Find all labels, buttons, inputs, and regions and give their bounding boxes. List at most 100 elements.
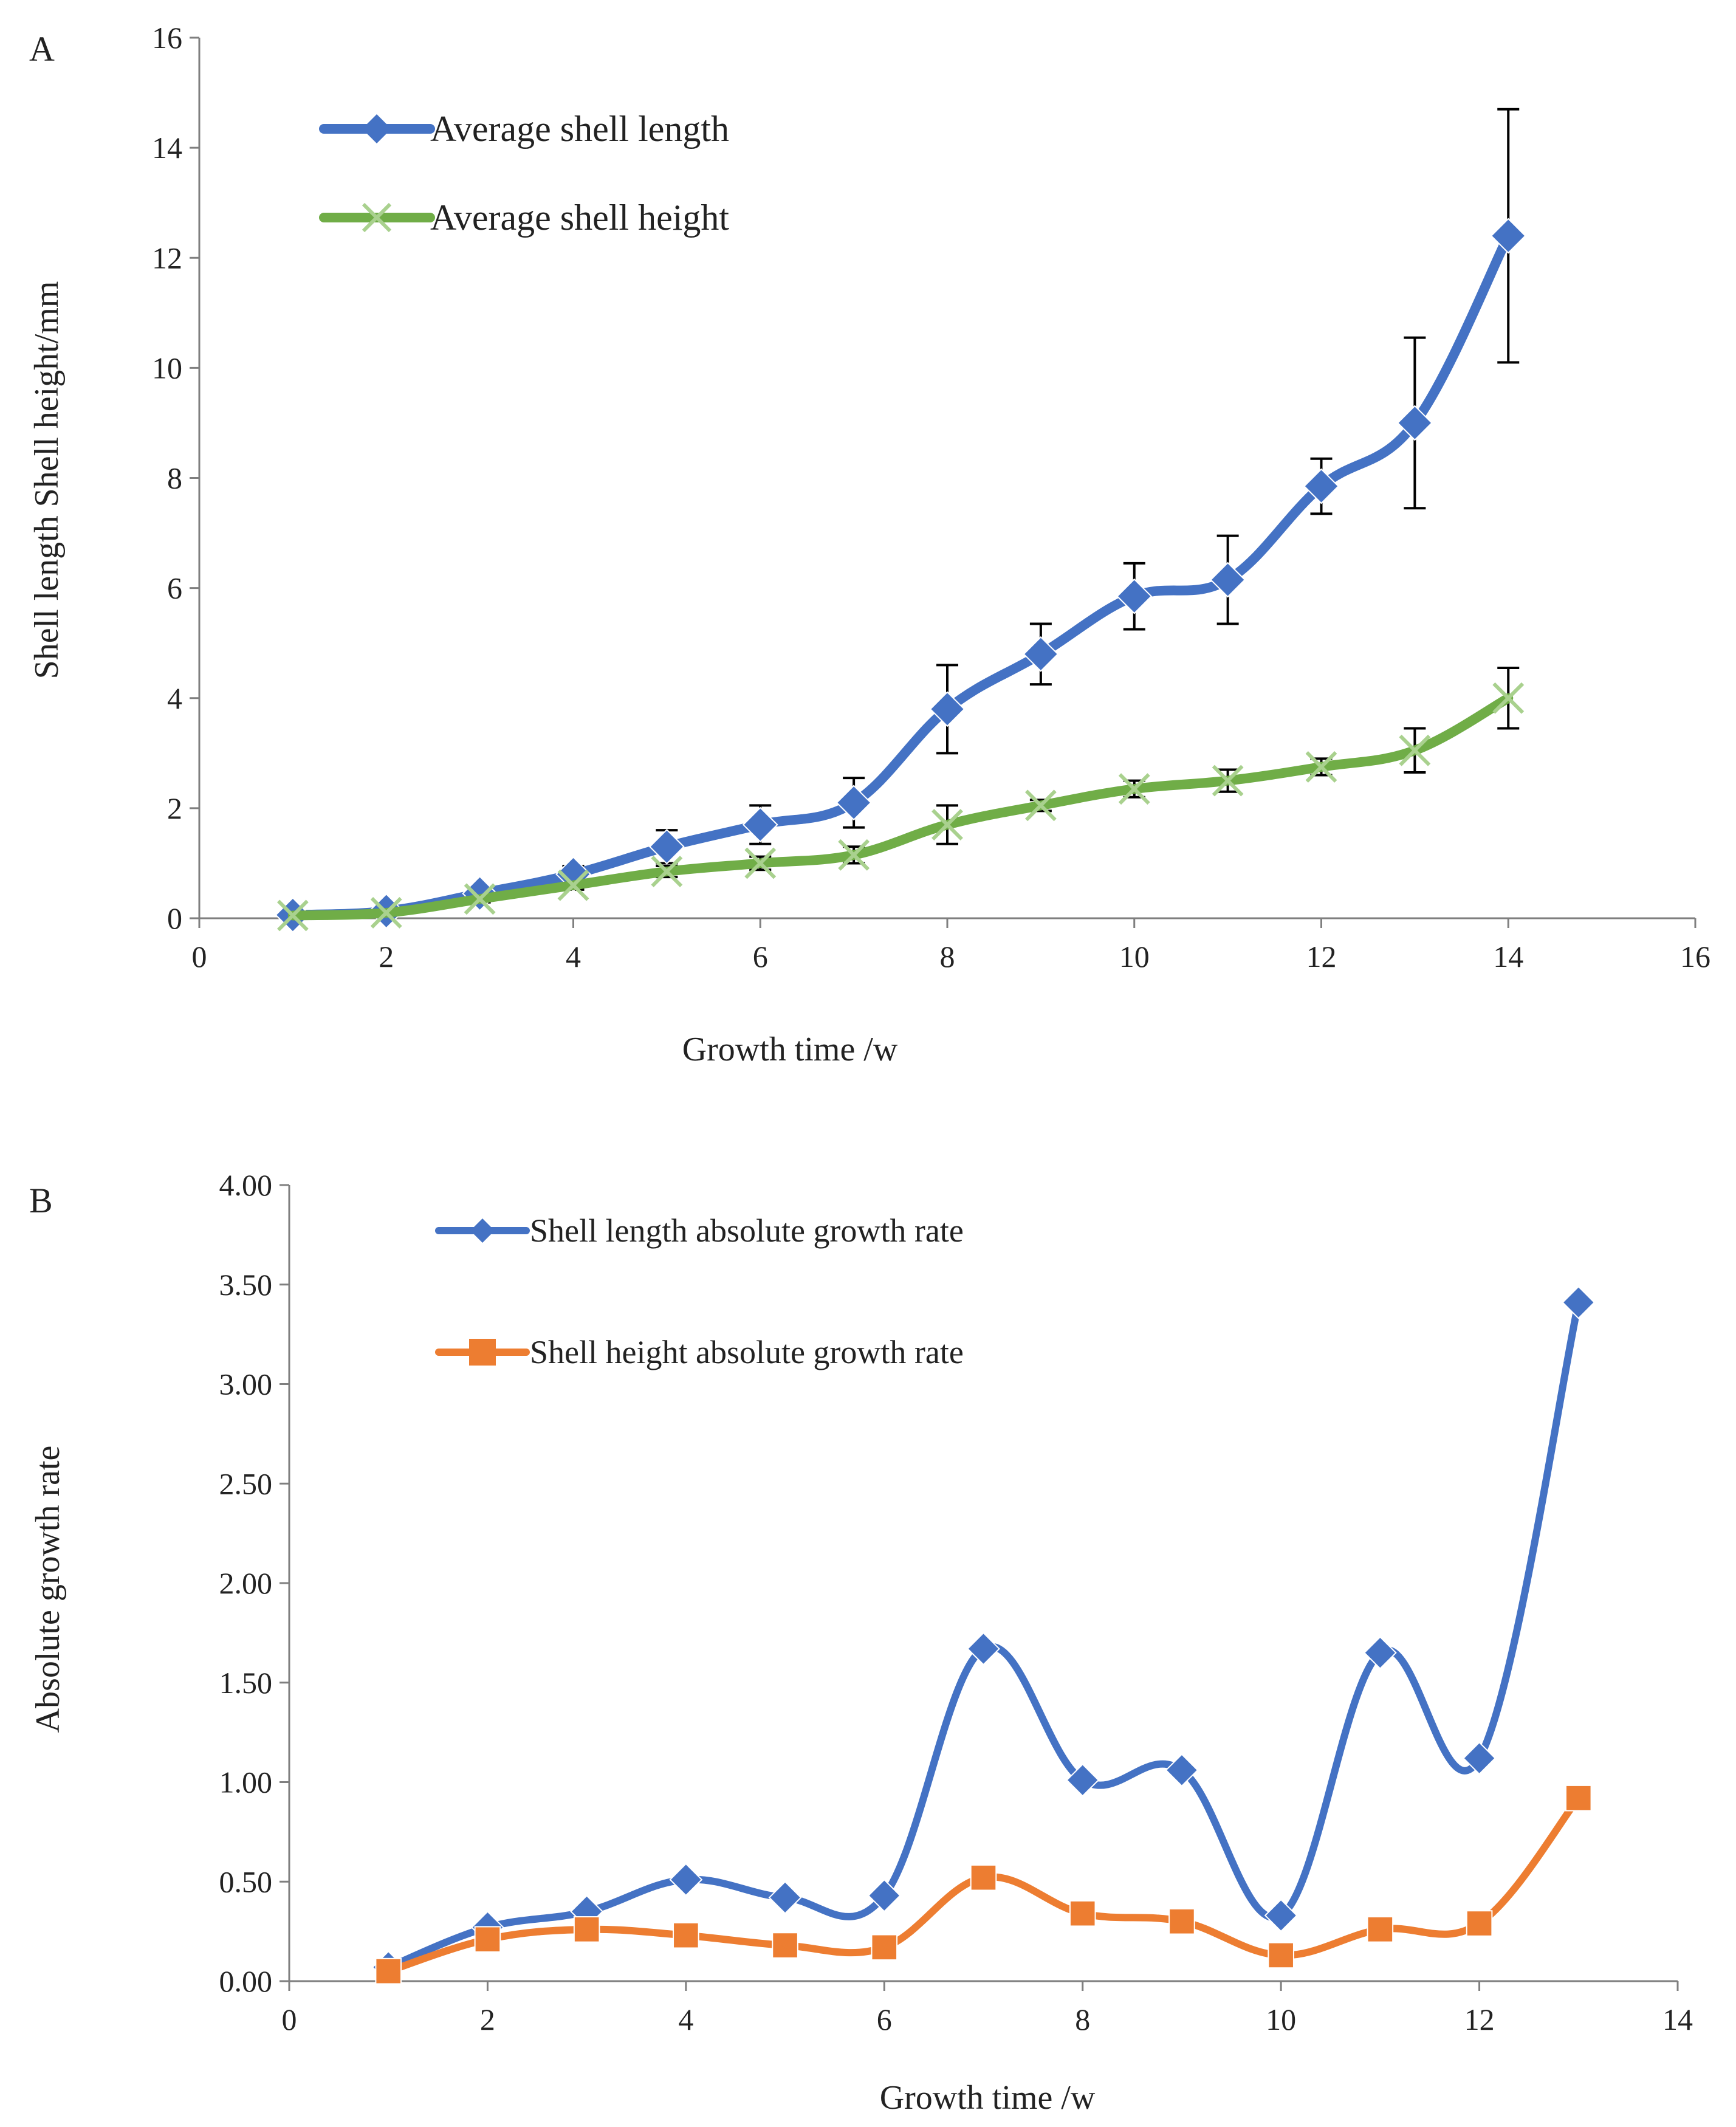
legend-x-marker-icon bbox=[362, 202, 392, 233]
x-tick-label: 4 bbox=[566, 940, 581, 974]
data-point-shell-length-absolute-growth-rate bbox=[1363, 1636, 1397, 1670]
x-tick-label: 8 bbox=[940, 940, 955, 974]
data-point-average-shell-height bbox=[931, 809, 963, 840]
data-point-shell-length-absolute-growth-rate bbox=[768, 1881, 802, 1914]
y-tick-label: 12 bbox=[152, 241, 182, 275]
data-point-average-shell-height bbox=[370, 897, 402, 929]
y-tick-label: 8 bbox=[167, 461, 182, 495]
data-point-shell-length-absolute-growth-rate bbox=[1264, 1898, 1298, 1933]
legend-label-shell-height: Average shell height bbox=[430, 198, 729, 238]
panel-a-y-axis-title: Shell length Shell height/mm bbox=[28, 281, 66, 679]
y-tick-label: 4.00 bbox=[219, 1168, 273, 1202]
data-point-average-shell-height bbox=[651, 856, 683, 887]
data-point-average-shell-height bbox=[276, 899, 309, 932]
data-point-shell-length-absolute-growth-rate bbox=[967, 1632, 1000, 1666]
series-line-shell-length-absolute-growth-rate bbox=[385, 1299, 1582, 1971]
data-point-average-shell-length bbox=[929, 691, 966, 727]
panel-b-y-ticks: 0.00 0.50 1.00 1.50 2.00 2.50 3.00 3.50 4.00 bbox=[219, 1168, 289, 1998]
legend-label-height-rate: Shell height absolute growth rate bbox=[530, 1334, 964, 1370]
x-tick-label: 0 bbox=[282, 2002, 297, 2036]
legend-item-shell-length-rate: Shell length absolute growth rate bbox=[435, 1212, 964, 1249]
data-point-average-shell-height bbox=[1118, 773, 1150, 805]
data-point-average-shell-height bbox=[557, 869, 589, 901]
x-tick-label: 6 bbox=[753, 940, 768, 974]
y-tick-label: 2.50 bbox=[219, 1466, 273, 1500]
panel-a-y-ticks: 0 2 4 6 8 10 12 14 16 bbox=[152, 21, 199, 935]
data-point-shell-length-absolute-growth-rate bbox=[1463, 1741, 1496, 1775]
panel-b-label: B bbox=[29, 1181, 53, 1220]
legend-item-average-shell-length: Average shell length bbox=[319, 109, 729, 149]
panel-b-x-axis-title: Growth time /w bbox=[880, 2079, 1096, 2117]
panel-a-label: A bbox=[29, 29, 55, 69]
data-point-average-shell-length bbox=[1210, 562, 1246, 598]
series-line-average-shell-height bbox=[287, 693, 1514, 921]
y-tick-label: 2.00 bbox=[219, 1566, 273, 1600]
data-point-shell-length-absolute-growth-rate bbox=[1066, 1763, 1100, 1797]
data-point-shell-height-absolute-growth-rate bbox=[573, 1916, 600, 1943]
data-point-shell-length-absolute-growth-rate bbox=[867, 1878, 901, 1912]
panel-b: B 0.00 0.50 1.00 1.50 2.00 2.50 3.00 3.50 4.00 0… bbox=[29, 1168, 1693, 2117]
panel-a-x-ticks: 0 2 4 6 8 10 12 14 16 bbox=[192, 918, 1710, 974]
data-point-average-shell-length bbox=[1023, 636, 1059, 672]
data-point-shell-height-absolute-growth-rate bbox=[970, 1864, 997, 1891]
data-point-average-shell-height bbox=[744, 847, 777, 879]
x-tick-label: 16 bbox=[1680, 940, 1710, 974]
y-tick-label: 3.50 bbox=[219, 1268, 273, 1302]
data-point-average-shell-height bbox=[1492, 682, 1525, 714]
x-tick-label: 14 bbox=[1493, 940, 1523, 974]
data-point-average-shell-length bbox=[1396, 405, 1433, 441]
x-tick-label: 8 bbox=[1075, 2002, 1090, 2036]
y-tick-label: 14 bbox=[152, 131, 182, 165]
data-point-shell-height-absolute-growth-rate bbox=[1367, 1916, 1394, 1943]
data-point-average-shell-length bbox=[1303, 468, 1339, 504]
x-tick-label: 2 bbox=[480, 2002, 495, 2036]
data-point-shell-length-absolute-growth-rate bbox=[1165, 1753, 1199, 1787]
series-line-average-shell-length bbox=[287, 231, 1514, 920]
data-point-shell-height-absolute-growth-rate bbox=[1069, 1900, 1096, 1927]
x-tick-label: 10 bbox=[1119, 940, 1150, 974]
legend-label-shell-length: Average shell length bbox=[430, 109, 729, 149]
legend-diamond-marker-icon bbox=[470, 1218, 495, 1243]
panel-a-x-axis-title: Growth time /w bbox=[682, 1031, 898, 1068]
legend-square-marker-icon bbox=[469, 1339, 496, 1366]
panel-b-y-axis-title: Absolute growth rate bbox=[29, 1446, 67, 1733]
panel-b-plot bbox=[371, 1285, 1596, 1985]
data-point-average-shell-height bbox=[1024, 789, 1057, 822]
x-tick-label: 12 bbox=[1306, 940, 1337, 974]
data-point-shell-height-absolute-growth-rate bbox=[1268, 1942, 1294, 1969]
data-point-shell-height-absolute-growth-rate bbox=[673, 1922, 699, 1949]
y-tick-label: 3.00 bbox=[219, 1367, 273, 1401]
y-tick-label: 4 bbox=[167, 681, 182, 715]
y-tick-label: 0.50 bbox=[219, 1864, 273, 1898]
data-point-average-shell-height bbox=[1399, 734, 1431, 766]
panel-a: A 0 2 4 6 8 10 12 14 16 0 2 4 6 8 10 12 14 16 Growth tim… bbox=[28, 21, 1710, 1068]
legend-label-length-rate: Shell length absolute growth rate bbox=[530, 1212, 964, 1249]
data-point-average-shell-height bbox=[1305, 751, 1337, 783]
x-tick-label: 6 bbox=[877, 2002, 892, 2036]
x-tick-label: 4 bbox=[678, 2002, 693, 2036]
y-tick-label: 10 bbox=[152, 351, 182, 385]
data-point-average-shell-length bbox=[835, 785, 872, 821]
data-point-average-shell-length bbox=[1490, 218, 1526, 254]
y-tick-label: 16 bbox=[152, 21, 182, 55]
data-point-shell-height-absolute-growth-rate bbox=[375, 1957, 402, 1985]
data-point-average-shell-length bbox=[648, 828, 685, 865]
legend-diamond-marker-icon bbox=[362, 114, 391, 143]
data-point-shell-height-absolute-growth-rate bbox=[1565, 1784, 1592, 1812]
data-point-shell-length-absolute-growth-rate bbox=[669, 1863, 703, 1897]
x-tick-label: 0 bbox=[192, 940, 207, 974]
data-point-average-shell-length bbox=[742, 806, 778, 843]
y-tick-label: 6 bbox=[167, 571, 182, 605]
panel-b-legend: Shell length absolute growth rate Shell … bbox=[435, 1212, 964, 1370]
data-point-average-shell-height bbox=[1212, 765, 1244, 797]
y-tick-label: 0 bbox=[167, 901, 182, 935]
data-point-average-shell-height bbox=[464, 883, 496, 915]
data-point-shell-height-absolute-growth-rate bbox=[871, 1934, 898, 1961]
legend-item-shell-height-rate: Shell height absolute growth rate bbox=[435, 1334, 964, 1370]
data-point-average-shell-height bbox=[838, 839, 870, 871]
data-point-shell-length-absolute-growth-rate bbox=[1562, 1285, 1596, 1319]
y-tick-label: 0.00 bbox=[219, 1964, 273, 1998]
y-tick-label: 2 bbox=[167, 791, 182, 825]
x-tick-label: 14 bbox=[1662, 2002, 1693, 2036]
